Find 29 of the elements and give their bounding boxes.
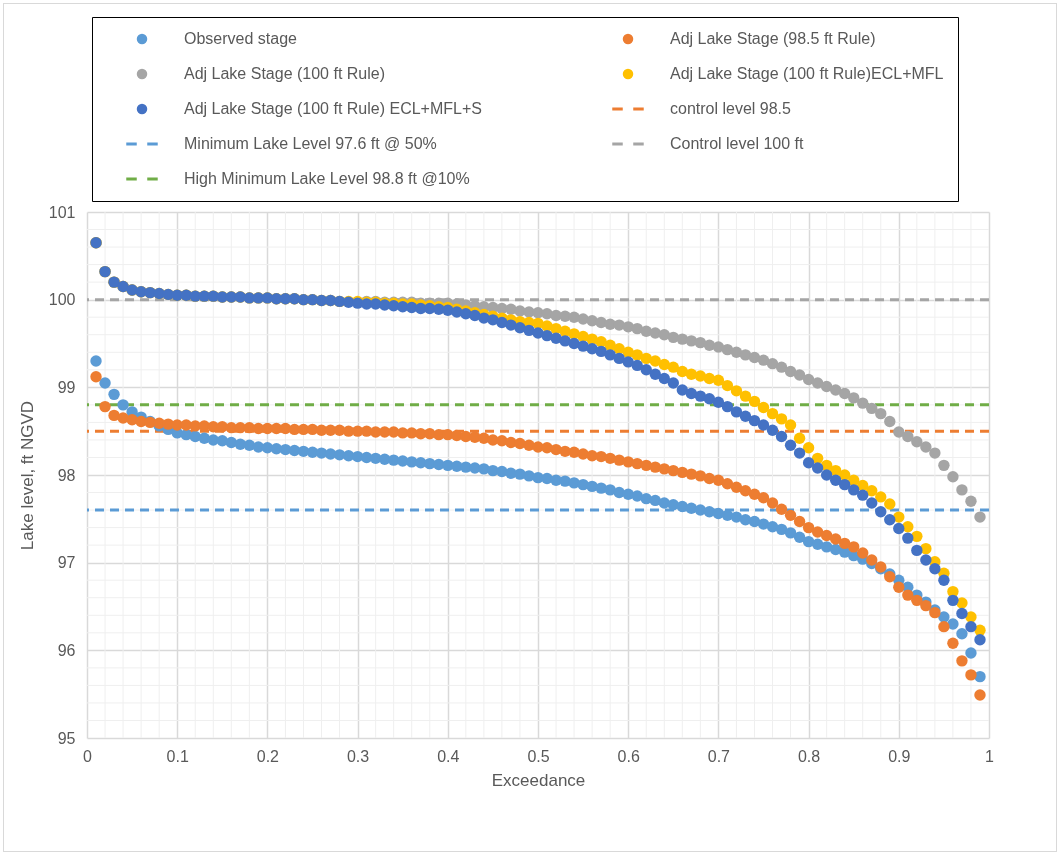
y-tick-label: 97 — [57, 554, 76, 572]
y-axis-title: Lake level, ft NGVD — [17, 400, 37, 551]
y-tick-label: 98 — [57, 466, 76, 484]
x-tick-label: 0.7 — [707, 747, 731, 765]
x-tick-label: 0.3 — [346, 747, 370, 765]
y-tick-label: 100 — [48, 291, 76, 309]
legend-label: Adj Lake Stage (98.5 ft Rule) — [670, 30, 876, 47]
x-tick-label: 0.4 — [437, 747, 460, 765]
y-tick-label: 101 — [48, 203, 76, 221]
legend-label: Observed stage — [184, 30, 298, 47]
y-tick-label: 96 — [57, 641, 76, 659]
x-tick-label: 0.8 — [797, 747, 821, 765]
x-tick-label: 0 — [83, 747, 93, 765]
y-tick-label: 99 — [57, 378, 76, 396]
y-tick-label: 95 — [57, 729, 76, 747]
x-axis-title: Exceedance — [491, 770, 586, 790]
legend-label: control level 98.5 — [670, 100, 792, 117]
x-tick-label: 0.6 — [617, 747, 640, 765]
legend-label: Minimum Lake Level 97.6 ft @ 50% — [184, 135, 437, 152]
legend-label: Adj Lake Stage (100 ft Rule)ECL+MFL — [670, 65, 944, 82]
x-tick-label: 0.5 — [527, 747, 550, 765]
x-tick-label: 0.2 — [256, 747, 280, 765]
legend-label: High Minimum Lake Level 98.8 ft @10% — [184, 170, 470, 187]
x-tick-label: 0.1 — [166, 747, 189, 765]
x-tick-label: 1 — [985, 747, 995, 765]
legend-label: Adj Lake Stage (100 ft Rule) — [184, 65, 386, 82]
x-tick-label: 0.9 — [888, 747, 911, 765]
legend-label: Adj Lake Stage (100 ft Rule) ECL+MFL+S — [184, 100, 482, 117]
legend-label: Control level 100 ft — [670, 135, 804, 152]
